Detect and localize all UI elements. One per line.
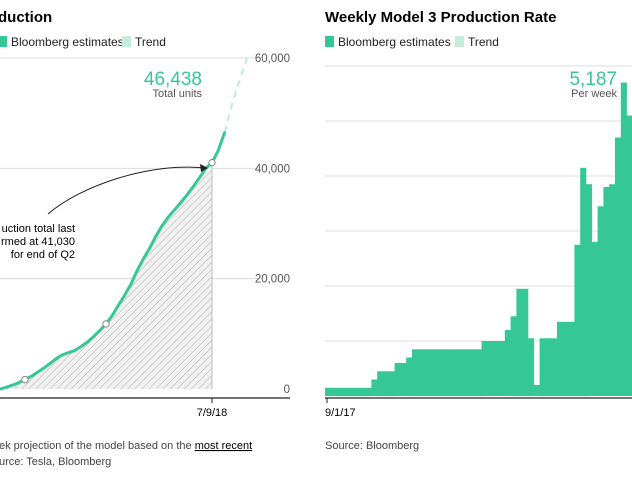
left-marker bbox=[102, 320, 110, 328]
right-bar bbox=[435, 349, 442, 397]
right-bar bbox=[545, 338, 552, 397]
right-source: Source: Bloomberg bbox=[325, 440, 419, 452]
left-estimates-line bbox=[0, 131, 226, 391]
right-bar bbox=[330, 387, 337, 397]
right-bar bbox=[412, 349, 419, 397]
left-markers bbox=[21, 158, 216, 384]
right-bar bbox=[533, 385, 540, 396]
right-chart-title: Weekly Model 3 Production Rate bbox=[325, 9, 556, 26]
left-chart-title: duction bbox=[0, 9, 52, 26]
right-bar bbox=[551, 338, 558, 397]
right-bar bbox=[539, 338, 546, 397]
right-bar bbox=[470, 349, 477, 397]
right-bar bbox=[528, 338, 535, 397]
left-y-tick-label: 40,000 bbox=[255, 163, 290, 175]
right-bar bbox=[620, 82, 627, 396]
right-bar bbox=[493, 341, 500, 396]
right-bar bbox=[348, 387, 355, 397]
right-x-tick-label: 9/1/17 bbox=[325, 407, 356, 419]
right-bars bbox=[325, 82, 632, 397]
left-trend-line bbox=[223, 52, 250, 134]
right-bar bbox=[464, 349, 471, 397]
right-legend-label-estimates: Bloomberg estimates bbox=[338, 35, 451, 49]
right-bar bbox=[574, 244, 581, 397]
right-bar bbox=[325, 387, 332, 397]
right-bar bbox=[522, 288, 529, 397]
right-bar bbox=[615, 137, 622, 396]
left-area-fill bbox=[0, 162, 212, 389]
left-legend-label-estimates: Bloomberg estimates bbox=[11, 35, 124, 49]
right-bar bbox=[441, 349, 448, 397]
right-bar bbox=[394, 363, 401, 396]
annotation-line-3: for end of Q2 bbox=[11, 249, 75, 261]
right-bar bbox=[423, 349, 430, 397]
right-bar bbox=[371, 379, 378, 396]
right-bar bbox=[562, 321, 569, 397]
right-bar bbox=[591, 242, 598, 396]
left-panel: duction Bloomberg estimates Trend 0 20,00… bbox=[0, 9, 290, 468]
right-bar bbox=[510, 316, 517, 397]
right-bar bbox=[429, 349, 436, 397]
right-bar bbox=[516, 288, 523, 397]
right-bar bbox=[487, 341, 494, 396]
left-legend-label-trend: Trend bbox=[135, 35, 166, 49]
right-bar bbox=[557, 321, 564, 397]
right-bar bbox=[417, 349, 424, 397]
left-marker bbox=[208, 158, 216, 167]
right-bar bbox=[336, 387, 343, 397]
right-bar bbox=[568, 321, 575, 397]
right-bar bbox=[365, 387, 372, 397]
right-bar bbox=[475, 349, 482, 397]
right-bar bbox=[458, 349, 465, 397]
annotation-arrow bbox=[47, 166, 206, 215]
most-recent-link[interactable]: most recent bbox=[195, 440, 252, 452]
right-bar bbox=[446, 349, 453, 397]
left-gridlines bbox=[0, 57, 258, 280]
right-legend-swatch-estimates bbox=[325, 36, 334, 47]
left-footnote-text: ek projection of the model based on the bbox=[0, 440, 195, 452]
right-big-value: 5,187 bbox=[569, 69, 617, 90]
left-legend-swatch-estimates bbox=[0, 36, 7, 47]
left-footnote: ek projection of the model based on the … bbox=[0, 440, 252, 452]
left-y-tick-label: 20,000 bbox=[255, 274, 290, 286]
right-bar bbox=[452, 349, 459, 397]
right-bar bbox=[603, 187, 610, 396]
right-bar bbox=[359, 387, 366, 397]
right-bar bbox=[499, 341, 506, 396]
right-bar bbox=[609, 184, 616, 396]
right-bar bbox=[354, 387, 361, 397]
left-big-value: 46,438 bbox=[144, 69, 202, 90]
right-bar bbox=[388, 371, 395, 397]
left-y-tick-label: 0 bbox=[284, 384, 290, 396]
right-bar bbox=[481, 341, 488, 396]
annotation-arrowhead bbox=[200, 164, 208, 172]
right-bar bbox=[400, 363, 407, 396]
left-x-tick-label: 7/9/18 bbox=[197, 407, 228, 419]
right-legend-swatch-trend bbox=[455, 36, 464, 47]
annotation-line-2: rmed at 41,030 bbox=[1, 236, 75, 248]
right-bar bbox=[406, 357, 413, 396]
right-big-sub: Per week bbox=[571, 88, 617, 100]
left-source: urce: Tesla, Bloomberg bbox=[0, 456, 111, 468]
right-bar bbox=[342, 387, 349, 397]
right-legend-label-trend: Trend bbox=[468, 35, 499, 49]
left-marker bbox=[21, 375, 29, 384]
annotation-line-1: uction total last bbox=[2, 223, 75, 235]
left-y-tick-label: 60,000 bbox=[255, 53, 290, 65]
right-bar bbox=[626, 115, 632, 396]
right-bar bbox=[377, 371, 384, 397]
right-bar bbox=[383, 371, 390, 397]
right-bar bbox=[580, 167, 587, 397]
right-bar bbox=[586, 184, 593, 396]
right-panel: Weekly Model 3 Production Rate Bloomberg… bbox=[325, 9, 632, 452]
left-legend-swatch-trend bbox=[122, 36, 131, 47]
right-bar bbox=[504, 330, 511, 396]
left-y-tick-labels: 0 20,000 40,000 60,000 bbox=[255, 53, 290, 396]
right-bar bbox=[597, 206, 604, 396]
left-big-sub: Total units bbox=[152, 88, 202, 100]
